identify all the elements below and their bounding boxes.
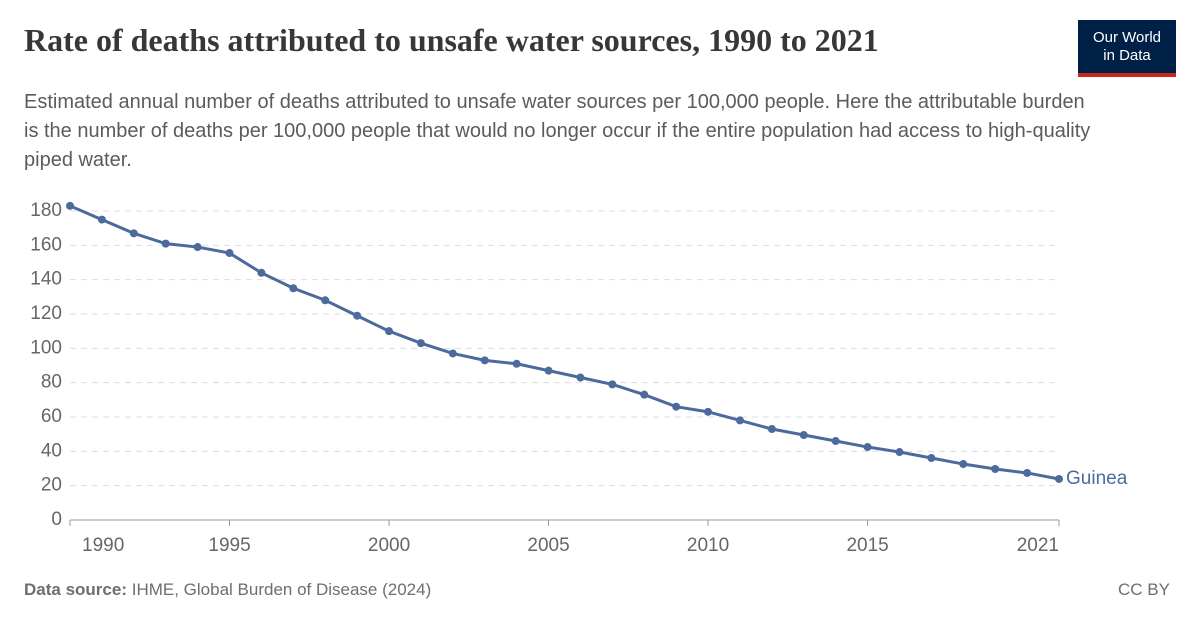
source-label: Data source: — [24, 580, 127, 599]
point — [66, 201, 74, 210]
point — [97, 215, 106, 224]
point — [927, 454, 936, 463]
point — [831, 437, 840, 446]
x-tick-label: 1995 — [208, 535, 250, 556]
y-tick-label: 40 — [41, 440, 62, 461]
point — [799, 431, 808, 440]
series-label: Guinea — [1066, 468, 1128, 489]
point — [608, 380, 617, 389]
x-tick-label: 2010 — [687, 535, 729, 556]
point — [672, 402, 681, 411]
y-tick-label: 0 — [51, 509, 62, 530]
point — [289, 284, 298, 293]
point — [480, 356, 489, 365]
line — [69, 204, 1060, 481]
source-text[interactable]: IHME, Global Burden of Disease (2024) — [131, 580, 432, 599]
point — [959, 460, 968, 469]
logo-line: in Data — [1103, 47, 1151, 64]
chart-subtitle: Estimated annual number of deaths attrib… — [24, 91, 1091, 171]
y-tick-label: 140 — [30, 269, 62, 290]
logo-line: Our World — [1092, 29, 1162, 46]
point — [385, 327, 394, 336]
point — [257, 268, 266, 277]
x-tick-label: 2021 — [1017, 535, 1059, 556]
y-tick-label: 160 — [30, 234, 62, 255]
x-tick-label: 2000 — [368, 535, 410, 556]
license[interactable]: CC BY — [1118, 580, 1170, 599]
point — [767, 425, 776, 434]
point — [161, 239, 170, 248]
point — [353, 311, 362, 320]
point — [544, 366, 553, 375]
x-tick-label: 1990 — [82, 535, 124, 556]
x-tick-label: 2005 — [527, 535, 569, 556]
point — [193, 243, 202, 252]
point — [416, 339, 425, 348]
source: Data source: IHME, Global Burden of Dise… — [24, 580, 431, 600]
point — [863, 443, 872, 452]
point — [735, 416, 744, 425]
y-tick-label: 60 — [41, 406, 62, 427]
chart-title: Rate of deaths attributed to unsafe wate… — [24, 22, 879, 58]
point — [1055, 474, 1063, 483]
y-tick-label: 20 — [41, 475, 62, 496]
point — [1023, 468, 1032, 477]
y-tick-label: 180 — [30, 200, 62, 221]
y-tick-label: 100 — [30, 337, 62, 358]
point — [321, 296, 330, 305]
point — [448, 349, 457, 358]
point — [640, 390, 649, 399]
point — [225, 249, 234, 258]
y-tick-label: 120 — [30, 303, 62, 324]
point — [129, 229, 138, 238]
point — [704, 407, 713, 416]
point — [576, 373, 585, 382]
point — [895, 448, 904, 457]
point — [991, 465, 1000, 474]
x-tick-label: 2015 — [846, 535, 888, 556]
y-tick-label: 80 — [41, 372, 62, 393]
logo[interactable]: Our World in Data — [1078, 20, 1176, 77]
point — [512, 359, 521, 368]
